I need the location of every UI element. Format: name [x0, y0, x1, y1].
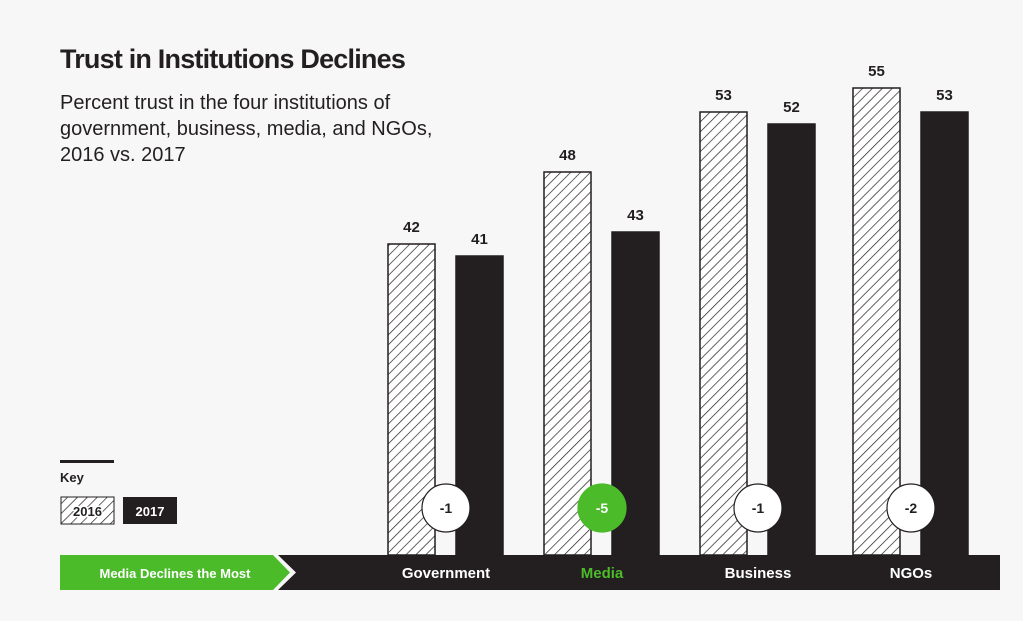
legend-swatch-2017: [123, 497, 177, 524]
legend-title: Key: [60, 470, 85, 485]
bar-2016-ngos: [852, 87, 901, 556]
change-badge: [886, 483, 936, 533]
data-label: 52: [783, 99, 800, 116]
legend-swatch-2016: [60, 496, 115, 525]
data-label: 41: [471, 231, 488, 248]
change-label: -5: [596, 500, 609, 516]
data-label: 53: [715, 87, 732, 104]
bar-2016-business: [699, 111, 748, 556]
change-label: -2: [905, 500, 918, 516]
chart-subtitle: Percent trust in the four institutions o…: [60, 92, 433, 166]
chart-title: Trust in Institutions Declines: [60, 44, 406, 74]
callout-arrow: [60, 555, 290, 590]
change-label: -1: [440, 500, 453, 516]
change-badge: [421, 483, 471, 533]
category-band: [278, 555, 1000, 590]
data-label: 48: [559, 147, 576, 164]
legend-rule: [60, 460, 114, 463]
bar-2017-ngos: [920, 111, 969, 556]
bar-2016-media: [543, 171, 592, 556]
data-label: 43: [627, 207, 644, 224]
category-label: Media: [581, 565, 624, 582]
change-label: -1: [752, 500, 765, 516]
category-label: Government: [402, 565, 490, 582]
category-label: NGOs: [890, 565, 933, 582]
data-label: 53: [936, 87, 953, 104]
legend-label-2016: 2016: [73, 504, 102, 519]
callout-label: Media Declines the Most: [100, 566, 252, 581]
category-label: Business: [725, 565, 792, 582]
legend-label-2017: 2017: [136, 504, 165, 519]
change-badge: [577, 483, 627, 533]
change-badge: [733, 483, 783, 533]
bar-2017-business: [767, 123, 816, 556]
data-label: 42: [403, 219, 420, 236]
data-label: 55: [868, 63, 885, 80]
